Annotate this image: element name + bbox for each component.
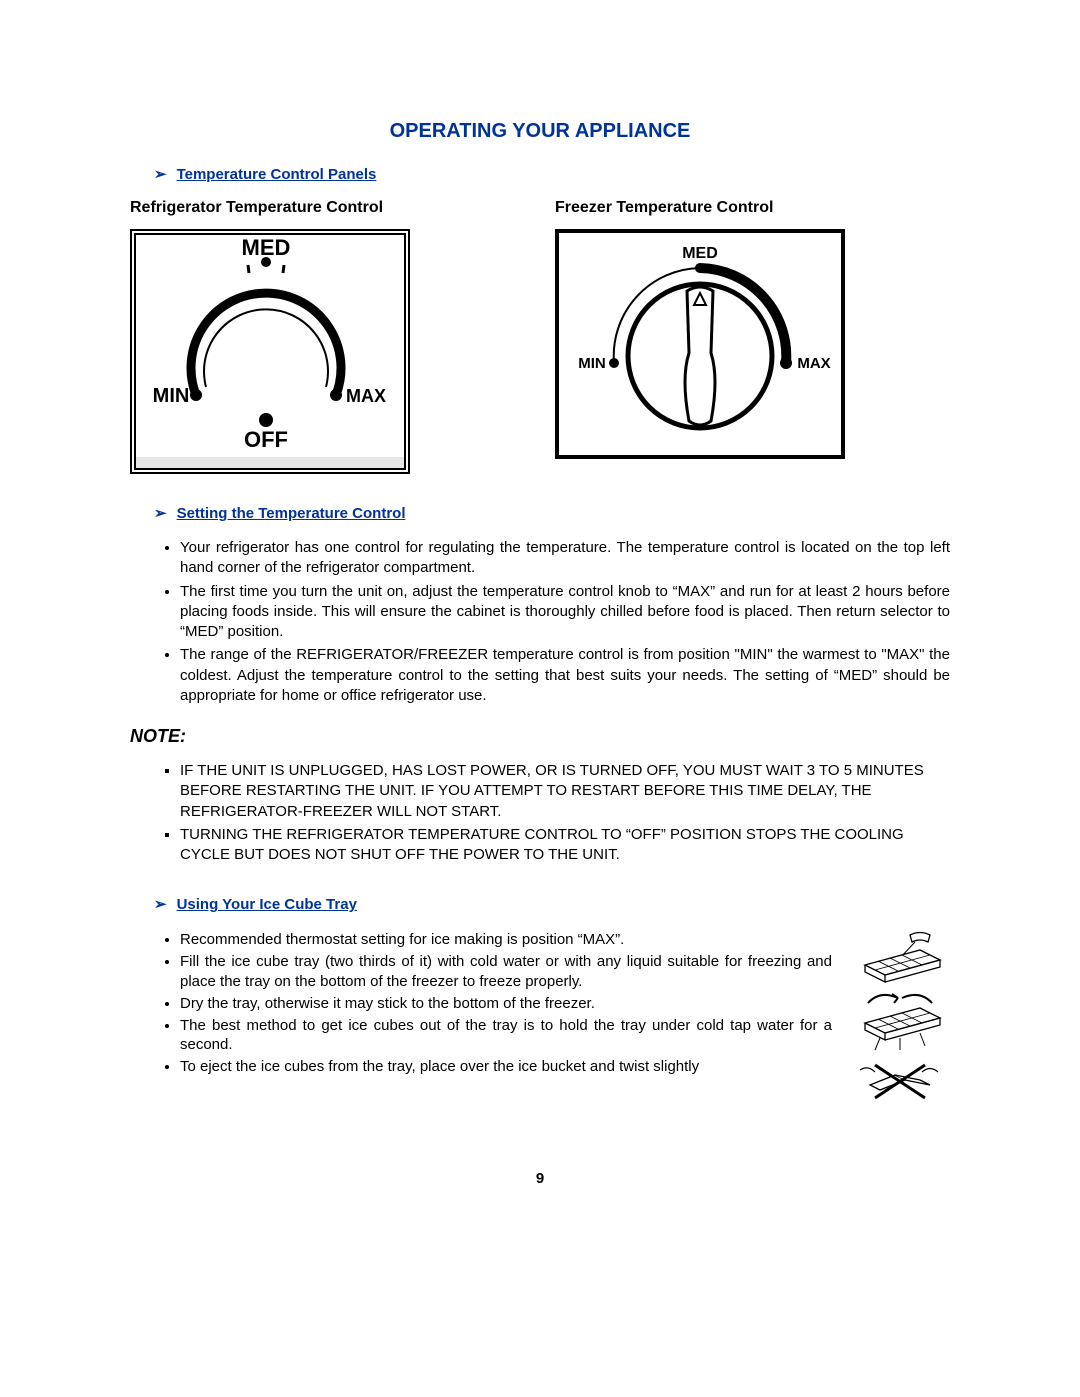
list-item: The best method to get ice cubes out of … — [180, 1016, 832, 1054]
chevron-icon: ➢ — [154, 895, 167, 913]
section-heading-ice: ➢ Using Your Ice Cube Tray — [130, 895, 950, 914]
section-heading-panels: ➢ Temperature Control Panels — [130, 165, 950, 183]
page-title: OPERATING YOUR APPLIANCE — [130, 120, 950, 143]
freezer-dial-svg: MED MIN MAX — [559, 233, 841, 455]
note-list: IF THE UNIT IS UNPLUGGED, HAS LOST POWER… — [130, 761, 950, 865]
setting-temp-list: Your refrigerator has one control for re… — [130, 538, 950, 706]
ice-tray-row: Recommended thermostat setting for ice m… — [130, 930, 950, 1110]
ice-tray-svg — [850, 930, 950, 1110]
freezer-panel-figure: MED MIN MAX — [555, 229, 845, 459]
heading-link-ice: Using Your Ice Cube Tray — [177, 896, 357, 913]
page-number: 9 — [130, 1170, 950, 1187]
fridge-panel-figure: MED MIN MAX OFF — [130, 229, 410, 474]
page: OPERATING YOUR APPLIANCE ➢ Temperature C… — [130, 0, 950, 1227]
heading-link-panels: Temperature Control Panels — [177, 166, 377, 183]
ice-tray-illustrations — [850, 930, 950, 1110]
list-item: TURNING THE REFRIGERATOR TEMPERATURE CON… — [180, 825, 950, 866]
ice-tray-list: Recommended thermostat setting for ice m… — [130, 930, 832, 1076]
list-item: The range of the REFRIGERATOR/FREEZER te… — [180, 645, 950, 706]
note-label: NOTE: — [130, 726, 950, 747]
list-item: Recommended thermostat setting for ice m… — [180, 930, 832, 949]
list-item: Dry the tray, otherwise it may stick to … — [180, 994, 832, 1013]
fridge-label-min: MIN — [153, 385, 190, 407]
list-item: IF THE UNIT IS UNPLUGGED, HAS LOST POWER… — [180, 761, 950, 822]
fridge-col: Refrigerator Temperature Control — [130, 199, 525, 474]
fridge-label-max: MAX — [346, 386, 386, 406]
list-item: The first time you turn the unit on, adj… — [180, 582, 950, 643]
control-panels-row: Refrigerator Temperature Control — [130, 199, 950, 474]
heading-link-setting: Setting the Temperature Control — [177, 505, 406, 522]
freezer-label-min: MIN — [578, 355, 606, 372]
list-item: Your refrigerator has one control for re… — [180, 538, 950, 579]
fridge-label-off: OFF — [244, 427, 288, 452]
fridge-subhead: Refrigerator Temperature Control — [130, 199, 525, 217]
fridge-label-med: MED — [242, 235, 291, 260]
ice-tray-text: Recommended thermostat setting for ice m… — [130, 930, 832, 1094]
list-item: To eject the ice cubes from the tray, pl… — [180, 1057, 832, 1076]
fridge-dial-svg: MED MIN MAX OFF — [136, 235, 404, 468]
freezer-label-med: MED — [682, 245, 718, 262]
freezer-subhead: Freezer Temperature Control — [555, 199, 950, 217]
chevron-icon: ➢ — [154, 165, 167, 183]
section-heading-setting: ➢ Setting the Temperature Control — [130, 504, 950, 522]
freezer-label-max: MAX — [797, 355, 830, 372]
list-item: Fill the ice cube tray (two thirds of it… — [180, 952, 832, 990]
chevron-icon: ➢ — [154, 504, 167, 522]
freezer-col: Freezer Temperature Control — [555, 199, 950, 474]
